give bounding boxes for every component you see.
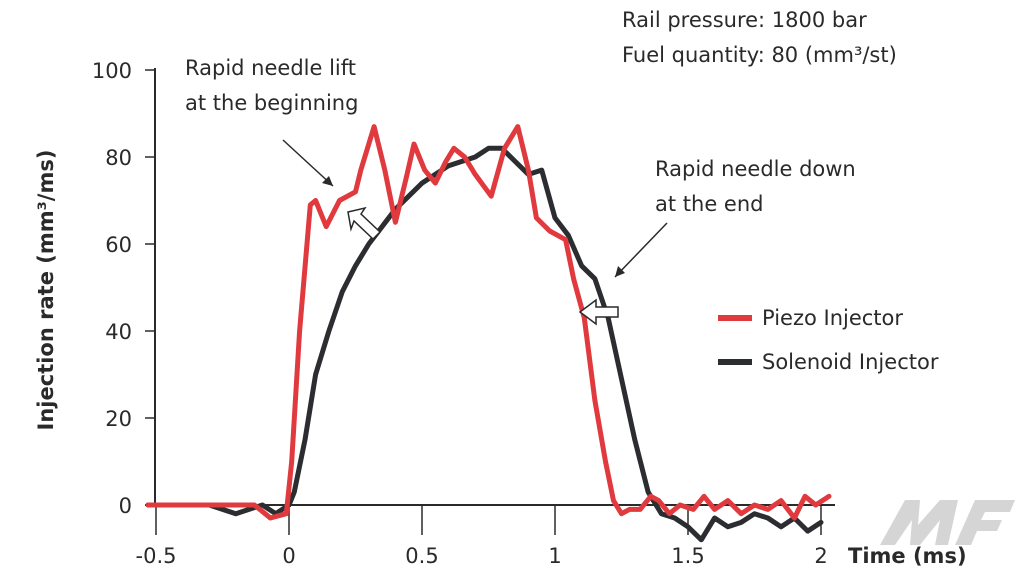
y-tick-label: 40 (105, 320, 132, 344)
y-tick-label: 60 (105, 233, 132, 257)
y-axis-label: Injection rate (mm³/ms) (34, 150, 58, 431)
legend-label-piezo: Piezo Injector (762, 306, 903, 330)
x-tick-label: 1.5 (671, 544, 704, 568)
annotation-start-arrowhead (322, 176, 333, 186)
axes: 0 20 40 60 80 100 -0.5 0 0.5 1 1.5 2 (92, 59, 835, 568)
info-fuel-quantity: Fuel quantity: 80 (mm³/st) (622, 43, 897, 67)
annotation-end-arrowhead (615, 266, 625, 277)
x-tick-label: 0 (282, 544, 295, 568)
annotation-end-line2: at the end (655, 192, 763, 216)
annotation-end-arrow (614, 222, 668, 278)
x-tick-label: 1 (548, 544, 561, 568)
y-tick-label: 20 (105, 407, 132, 431)
x-tick-label: 2 (814, 544, 827, 568)
series-group (145, 124, 832, 543)
info-rail-pressure: Rail pressure: 1800 bar (622, 8, 867, 32)
annotation-start-arrow (282, 139, 334, 187)
annotations: Rapid needle lift at the beginning Rapid… (185, 8, 897, 326)
x-tick-label: -0.5 (136, 544, 177, 568)
annotation-end-line1: Rapid needle down (655, 157, 856, 181)
y-tick-label: 100 (92, 59, 132, 83)
annotation-start-line2: at the beginning (185, 91, 358, 115)
y-tick-label: 80 (105, 146, 132, 170)
watermark-logo (880, 500, 1015, 545)
y-tick-label: 0 (119, 494, 132, 518)
series-line-piezo (145, 124, 832, 521)
x-tick-label: 0.5 (405, 544, 438, 568)
annotation-start-line1: Rapid needle lift (185, 56, 356, 80)
series-line-solenoid (145, 145, 824, 543)
hollow-arrow-start-icon (347, 206, 382, 241)
legend: Piezo Injector Solenoid Injector (718, 306, 939, 374)
x-axis-label: Time (ms) (848, 544, 967, 568)
hollow-arrow-end-icon (578, 298, 619, 326)
legend-label-solenoid: Solenoid Injector (762, 350, 939, 374)
